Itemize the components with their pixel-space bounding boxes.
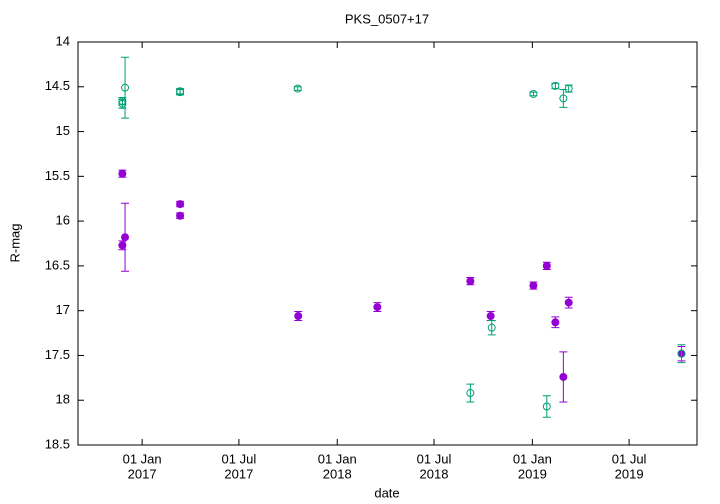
x-tick-label: 01 Jul xyxy=(222,451,257,466)
error-bar xyxy=(466,383,475,403)
data-point xyxy=(373,303,382,312)
data-point xyxy=(529,281,538,290)
x-tick-label: 2017 xyxy=(128,466,157,481)
x-tick-label: 01 Jan xyxy=(513,451,552,466)
data-point xyxy=(466,389,475,398)
x-tick-label: 2019 xyxy=(615,466,644,481)
y-tick-label: 17 xyxy=(56,302,70,317)
y-tick-label: 18 xyxy=(56,392,70,407)
data-point xyxy=(118,169,127,178)
error-bar xyxy=(677,344,686,364)
data-point xyxy=(559,372,568,381)
error-bar xyxy=(487,320,496,336)
data-point xyxy=(121,233,130,242)
data-point xyxy=(542,261,551,270)
x-tick-label: 01 Jan xyxy=(123,451,162,466)
data-point xyxy=(551,81,560,90)
data-point xyxy=(118,241,127,250)
data-point xyxy=(564,298,573,307)
data-point xyxy=(559,94,568,103)
data-point xyxy=(677,349,686,358)
y-tick-label: 18.5 xyxy=(45,436,70,451)
data-point xyxy=(529,89,538,98)
x-tick-label: 2017 xyxy=(224,466,253,481)
data-point xyxy=(118,97,127,106)
y-tick-label: 14 xyxy=(56,33,70,48)
error-bar xyxy=(121,56,130,119)
y-tick-label: 15 xyxy=(56,123,70,138)
y-tick-label: 15.5 xyxy=(45,168,70,183)
x-tick-label: 2018 xyxy=(323,466,352,481)
y-axis-label: R-mag xyxy=(7,223,22,262)
x-tick-label: 2018 xyxy=(420,466,449,481)
data-point xyxy=(293,84,302,93)
data-point xyxy=(294,312,303,321)
y-tick-label: 16.5 xyxy=(45,257,70,272)
x-tick-label: 01 Jan xyxy=(318,451,357,466)
data-point xyxy=(551,318,560,327)
x-tick-label: 01 Jul xyxy=(612,451,647,466)
y-tick-label: 16 xyxy=(56,213,70,228)
data-point xyxy=(176,87,185,96)
data-point xyxy=(564,84,573,93)
data-point xyxy=(466,277,475,286)
x-tick-label: 2019 xyxy=(518,466,547,481)
y-tick-label: 14.5 xyxy=(45,78,70,93)
error-bar xyxy=(559,88,568,108)
data-point xyxy=(486,312,495,321)
error-bar xyxy=(542,395,551,418)
data-point xyxy=(176,200,185,209)
x-tick-label: 01 Jul xyxy=(417,451,452,466)
data-point xyxy=(487,323,496,332)
x-axis-label: date xyxy=(374,485,399,500)
data-point xyxy=(176,211,185,220)
data-point xyxy=(121,83,130,92)
plot-frame xyxy=(77,41,698,446)
chart-title: PKS_0507+17 xyxy=(345,11,429,26)
y-tick-label: 17.5 xyxy=(45,347,70,362)
data-point xyxy=(542,402,551,411)
